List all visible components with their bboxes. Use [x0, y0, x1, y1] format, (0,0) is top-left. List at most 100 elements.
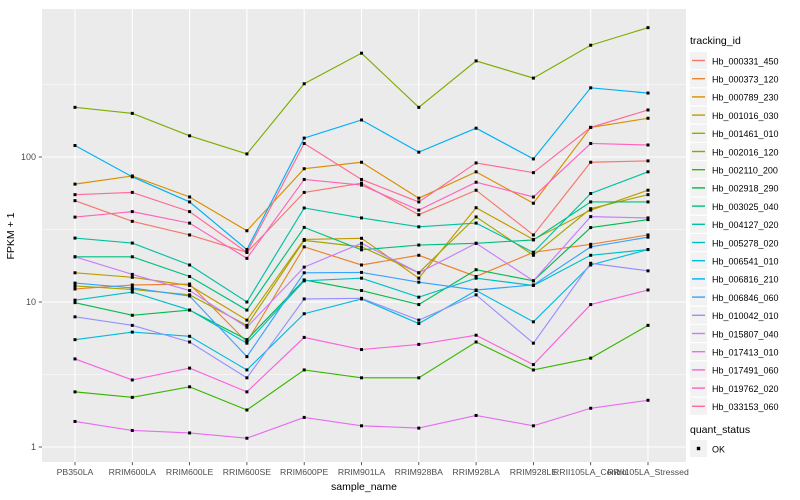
- legend-label: Hb_017491_060: [712, 366, 779, 376]
- legend-item-Hb_002016_120: Hb_002016_120: [690, 143, 779, 160]
- legend-item-Hb_006541_010: Hb_006541_010: [690, 252, 779, 270]
- data-point: [646, 398, 650, 402]
- data-point: [474, 161, 478, 165]
- x-tick-label: RRII105LA_Control: [553, 467, 628, 477]
- data-point: [245, 355, 249, 359]
- data-point: [417, 200, 421, 204]
- legend-label: Hb_000331_450: [712, 56, 779, 66]
- legend-label: Hb_000789_230: [712, 93, 779, 103]
- data-point: [531, 76, 535, 80]
- data-point: [360, 296, 363, 300]
- y-tick-label: 10: [26, 297, 36, 307]
- data-point: [188, 340, 192, 344]
- data-point: [130, 287, 134, 291]
- x-tick-label: RRIM901LA: [338, 467, 386, 477]
- data-point: [188, 283, 192, 287]
- legend-quant-status: OK: [690, 440, 725, 457]
- data-point: [474, 340, 478, 344]
- data-point: [130, 323, 134, 327]
- data-point: [360, 160, 363, 164]
- data-point: [417, 280, 421, 284]
- data-point: [302, 190, 306, 194]
- data-point: [302, 279, 306, 283]
- data-point: [73, 199, 77, 203]
- data-point: [245, 248, 249, 252]
- data-point: [302, 225, 306, 229]
- data-point: [646, 216, 650, 220]
- data-point: [589, 263, 593, 267]
- data-points: [73, 26, 650, 440]
- data-point: [188, 233, 192, 237]
- data-point: [531, 250, 535, 254]
- data-point: [360, 276, 363, 280]
- data-point: [130, 175, 134, 179]
- legend-item-Hb_001461_010: Hb_001461_010: [690, 124, 779, 142]
- data-point: [73, 144, 77, 148]
- x-axis-title: sample_name: [331, 481, 397, 493]
- data-point: [302, 297, 306, 301]
- data-point: [531, 363, 535, 367]
- data-point: [646, 200, 650, 204]
- data-point: [73, 315, 77, 319]
- x-tick-label: PB350LA: [57, 467, 94, 477]
- data-point: [474, 274, 478, 278]
- data-point: [130, 272, 134, 276]
- data-point: [417, 295, 421, 299]
- data-point: [417, 213, 421, 217]
- data-point: [360, 216, 363, 220]
- data-point: [130, 313, 134, 317]
- legend-tracking-id: Hb_000331_450 Hb_000373_120 Hb_000789_230 H…: [690, 52, 779, 415]
- data-point: [188, 195, 192, 199]
- legend-label: OK: [712, 444, 725, 454]
- data-point: [531, 171, 535, 175]
- data-point: [474, 188, 478, 192]
- legend-label: Hb_001016_030: [712, 111, 779, 121]
- data-point: [73, 284, 77, 288]
- data-point: [245, 338, 249, 342]
- data-point: [245, 229, 249, 233]
- data-point: [646, 91, 650, 95]
- data-point: [360, 241, 363, 245]
- data-point: [73, 215, 77, 219]
- data-point: [302, 177, 306, 181]
- legend-label: Hb_006541_010: [712, 257, 779, 267]
- data-point: [73, 193, 77, 197]
- data-point: [130, 286, 134, 290]
- data-point: [245, 323, 249, 327]
- data-point: [589, 141, 593, 145]
- data-point: [360, 245, 363, 249]
- x-tick-label: RRIM600LE: [166, 467, 214, 477]
- legend-item-Hb_017491_060: Hb_017491_060: [690, 361, 779, 379]
- data-point: [474, 288, 478, 292]
- data-point: [130, 275, 134, 279]
- legend-item-Hb_006846_060: Hb_006846_060: [690, 288, 779, 306]
- data-point: [417, 253, 421, 257]
- data-point: [417, 376, 421, 380]
- legend-item-Hb_015807_040: Hb_015807_040: [690, 325, 779, 342]
- data-point: [474, 59, 478, 63]
- data-point: [245, 368, 249, 372]
- data-point: [474, 333, 478, 337]
- data-point: [130, 428, 134, 432]
- data-point: [531, 253, 535, 257]
- data-point: [589, 261, 593, 265]
- legend-title-quant-status: quant_status: [690, 424, 750, 436]
- data-point: [360, 236, 363, 240]
- data-point: [302, 245, 306, 249]
- data-point: [360, 263, 363, 267]
- data-point: [417, 105, 421, 109]
- data-point: [646, 143, 650, 147]
- x-tick-label: RRIM928LE: [510, 467, 558, 477]
- data-point: [589, 215, 593, 219]
- x-tick-label: RRIM600LA: [109, 467, 157, 477]
- data-point: [474, 276, 478, 280]
- data-point: [417, 276, 421, 280]
- legend-item-Hb_006816_210: Hb_006816_210: [690, 270, 779, 288]
- data-point: [531, 320, 535, 324]
- data-point: [474, 215, 478, 219]
- data-point: [302, 206, 306, 210]
- data-point: [646, 26, 650, 30]
- legend-item-Hb_033153_060: Hb_033153_060: [690, 397, 779, 415]
- data-point: [245, 390, 249, 394]
- data-point: [589, 207, 593, 211]
